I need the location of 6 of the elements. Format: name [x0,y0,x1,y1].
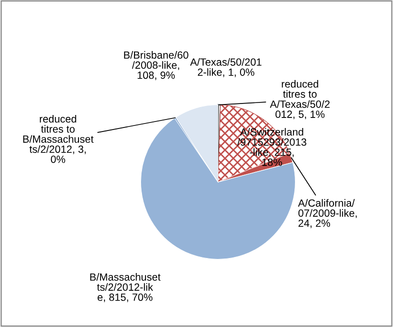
slice-label: reduced titres to B/Massachusetts/2/2012, 3, 0% [23,114,94,163]
slice-label: B/Massachusetts/2/2012-like, 815, 70% [90,273,161,302]
slice-label: reduced titres to A/Texas/50/2012, 5, 1% [270,80,330,120]
slice-label: A/California/07/2009-like, 24, 2% [298,199,357,228]
slice-label: B/Brisbane/60/2008-like, 108, 9% [124,51,188,80]
slice-label: A/Texas/50/2012-like, 1, 0% [190,58,262,78]
